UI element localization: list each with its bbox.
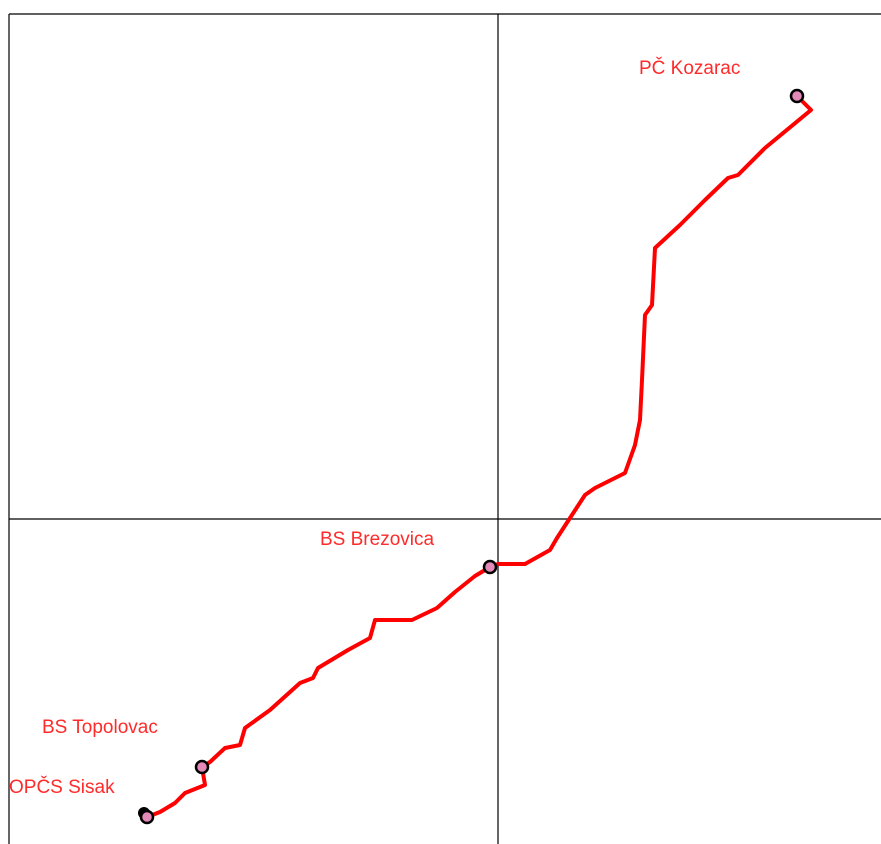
place-label: PČ Kozarac [639, 57, 740, 79]
place-label: BS Topolovac [42, 717, 158, 738]
stop-brezovica [482, 559, 498, 575]
stop-sisak [139, 809, 155, 825]
route [145, 94, 813, 819]
place-label: OPČS Sisak [9, 776, 115, 798]
stop-topolovac [194, 759, 210, 775]
place-label: BS Brezovica [320, 529, 434, 550]
stop-kozarac [789, 88, 805, 104]
